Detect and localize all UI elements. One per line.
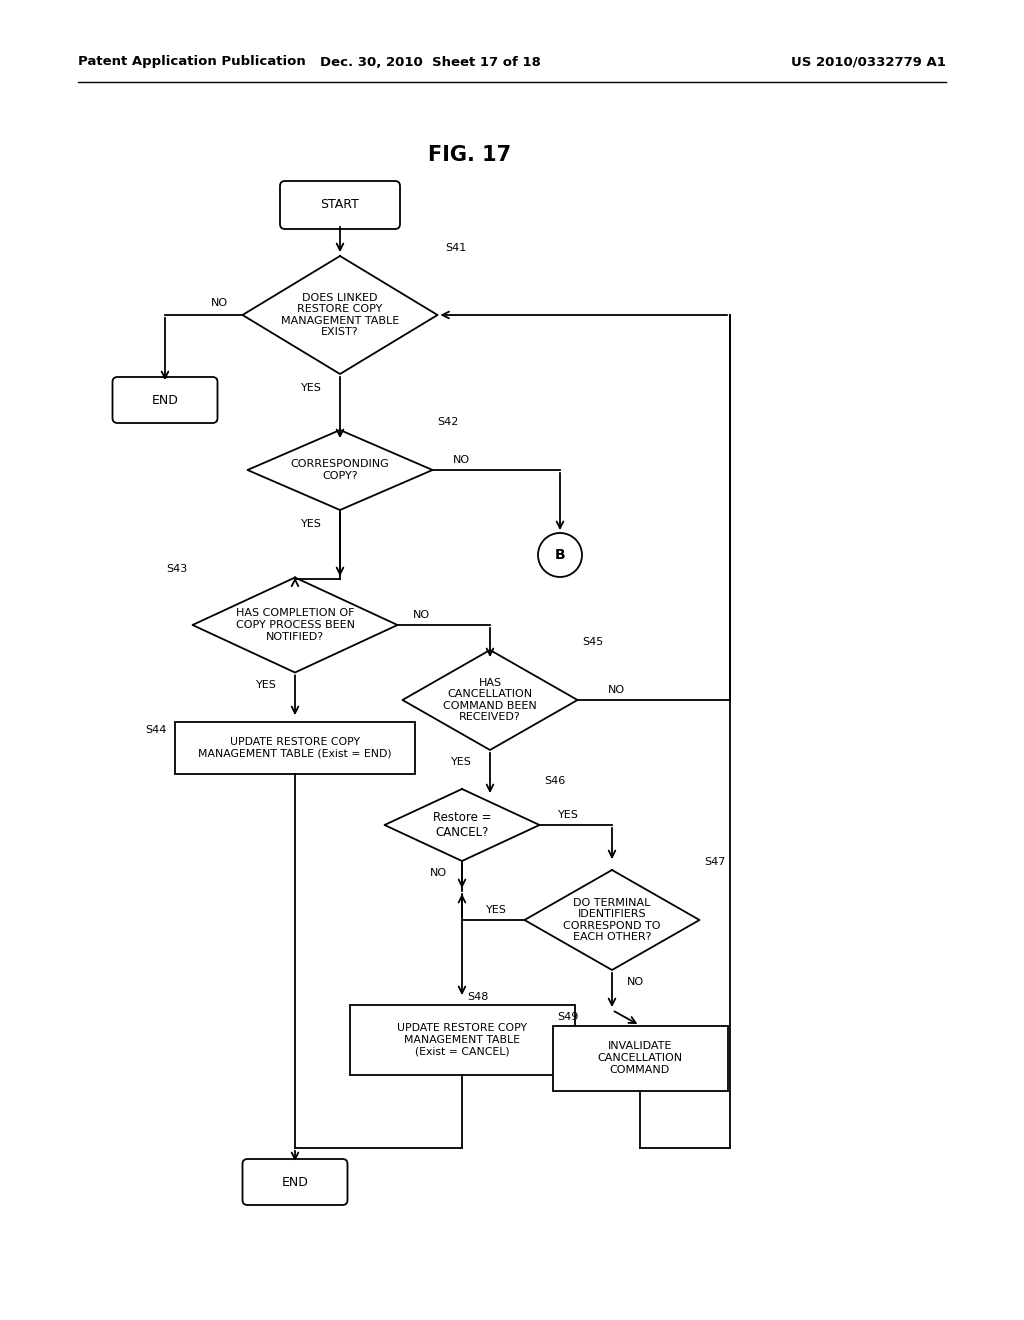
Text: NO: NO <box>210 298 227 308</box>
Text: INVALIDATE
CANCELLATION
COMMAND: INVALIDATE CANCELLATION COMMAND <box>597 1041 683 1074</box>
Text: Patent Application Publication: Patent Application Publication <box>78 55 306 69</box>
Text: YES: YES <box>452 756 472 767</box>
Text: START: START <box>321 198 359 211</box>
Text: FIG. 17: FIG. 17 <box>428 145 512 165</box>
Text: S41: S41 <box>445 243 467 253</box>
Bar <box>553 1026 727 1090</box>
Text: UPDATE RESTORE COPY
MANAGEMENT TABLE
(Exist = CANCEL): UPDATE RESTORE COPY MANAGEMENT TABLE (Ex… <box>397 1023 527 1056</box>
Text: NO: NO <box>607 685 625 696</box>
Text: S45: S45 <box>583 638 604 647</box>
Text: HAS
CANCELLATION
COMMAND BEEN
RECEIVED?: HAS CANCELLATION COMMAND BEEN RECEIVED? <box>443 677 537 722</box>
Text: YES: YES <box>301 383 322 393</box>
FancyBboxPatch shape <box>243 1159 347 1205</box>
Text: END: END <box>282 1176 308 1188</box>
Text: NO: NO <box>430 869 447 878</box>
Text: Restore =
CANCEL?: Restore = CANCEL? <box>433 810 492 840</box>
FancyBboxPatch shape <box>113 378 217 422</box>
Text: DO TERMINAL
IDENTIFIERS
CORRESPOND TO
EACH OTHER?: DO TERMINAL IDENTIFIERS CORRESPOND TO EA… <box>563 898 660 942</box>
Text: NO: NO <box>453 455 470 465</box>
Text: S42: S42 <box>437 417 459 426</box>
Text: B: B <box>555 548 565 562</box>
Text: YES: YES <box>485 906 507 915</box>
Text: CORRESPONDING
COPY?: CORRESPONDING COPY? <box>291 459 389 480</box>
Text: S43: S43 <box>166 565 187 574</box>
Text: UPDATE RESTORE COPY
MANAGEMENT TABLE (Exist = END): UPDATE RESTORE COPY MANAGEMENT TABLE (Ex… <box>199 737 392 759</box>
Text: YES: YES <box>557 810 579 820</box>
Bar <box>175 722 415 774</box>
Text: S49: S49 <box>557 1012 579 1023</box>
Bar <box>349 1005 574 1074</box>
Text: DOES LINKED
RESTORE COPY
MANAGEMENT TABLE
EXIST?: DOES LINKED RESTORE COPY MANAGEMENT TABL… <box>281 293 399 338</box>
Text: HAS COMPLETION OF
COPY PROCESS BEEN
NOTIFIED?: HAS COMPLETION OF COPY PROCESS BEEN NOTI… <box>236 609 354 642</box>
Text: NO: NO <box>413 610 430 620</box>
Text: S46: S46 <box>545 776 565 785</box>
Text: US 2010/0332779 A1: US 2010/0332779 A1 <box>792 55 946 69</box>
Text: END: END <box>152 393 178 407</box>
Text: YES: YES <box>256 680 278 689</box>
Text: S48: S48 <box>467 993 488 1002</box>
Text: S47: S47 <box>705 857 726 867</box>
Text: Dec. 30, 2010  Sheet 17 of 18: Dec. 30, 2010 Sheet 17 of 18 <box>319 55 541 69</box>
Text: NO: NO <box>627 977 644 987</box>
FancyBboxPatch shape <box>280 181 400 228</box>
Text: YES: YES <box>301 519 322 529</box>
Text: S44: S44 <box>145 725 167 735</box>
